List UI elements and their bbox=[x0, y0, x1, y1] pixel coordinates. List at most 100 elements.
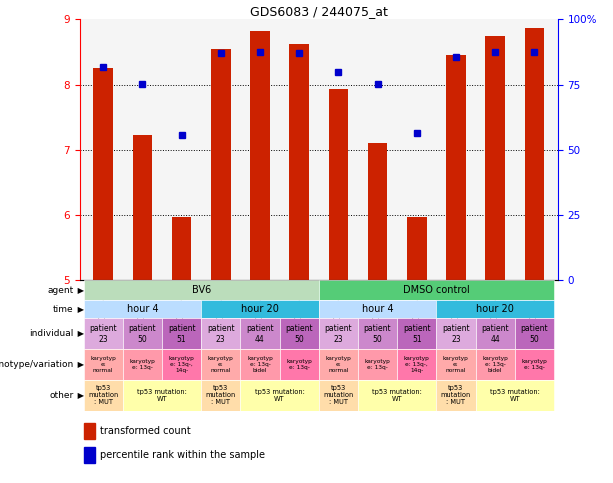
Text: genotype/variation: genotype/variation bbox=[0, 360, 74, 369]
Text: patient
23: patient 23 bbox=[324, 324, 352, 343]
Bar bbox=[240, 380, 319, 411]
Bar bbox=[83, 380, 123, 411]
Bar bbox=[319, 380, 358, 411]
Text: percentile rank within the sample: percentile rank within the sample bbox=[100, 450, 265, 460]
Text: ▶: ▶ bbox=[75, 391, 84, 400]
Bar bbox=[162, 318, 201, 349]
Text: hour 20: hour 20 bbox=[241, 304, 279, 314]
Text: ▶: ▶ bbox=[75, 360, 84, 369]
Bar bbox=[85, 423, 95, 440]
Bar bbox=[436, 349, 476, 380]
Text: tp53 mutation:
WT: tp53 mutation: WT bbox=[254, 389, 305, 402]
Text: karyotyp
e:
normal: karyotyp e: normal bbox=[208, 356, 234, 373]
Bar bbox=[476, 349, 515, 380]
Text: patient
51: patient 51 bbox=[403, 324, 430, 343]
Text: karyotyp
e: 13q-: karyotyp e: 13q- bbox=[129, 359, 155, 370]
Bar bbox=[289, 44, 309, 280]
Bar bbox=[83, 280, 319, 300]
Text: karyotyp
e: 13q-
bidel: karyotyp e: 13q- bidel bbox=[247, 356, 273, 373]
Text: agent: agent bbox=[47, 285, 74, 295]
Text: tp53 mutation:
WT: tp53 mutation: WT bbox=[372, 389, 422, 402]
Text: hour 4: hour 4 bbox=[126, 304, 158, 314]
Text: patient
51: patient 51 bbox=[168, 324, 196, 343]
Text: patient
50: patient 50 bbox=[364, 324, 391, 343]
Bar bbox=[201, 380, 240, 411]
Bar bbox=[280, 318, 319, 349]
Bar bbox=[83, 318, 123, 349]
Bar bbox=[172, 217, 191, 280]
Text: tp53 mutation:
WT: tp53 mutation: WT bbox=[137, 389, 187, 402]
Bar bbox=[211, 49, 230, 280]
Bar bbox=[123, 380, 201, 411]
Bar bbox=[132, 135, 152, 280]
Text: karyotyp
e: 13q-: karyotyp e: 13q- bbox=[365, 359, 390, 370]
Text: karyotyp
e:
normal: karyotyp e: normal bbox=[90, 356, 116, 373]
Text: individual: individual bbox=[29, 329, 74, 338]
Bar bbox=[162, 349, 201, 380]
Bar bbox=[515, 349, 554, 380]
Text: transformed count: transformed count bbox=[100, 426, 191, 436]
Bar bbox=[93, 68, 113, 280]
Text: tp53
mutation
: MUT: tp53 mutation : MUT bbox=[323, 385, 354, 405]
Text: time: time bbox=[53, 305, 74, 314]
Text: hour 20: hour 20 bbox=[476, 304, 514, 314]
Bar bbox=[436, 300, 554, 318]
Bar bbox=[397, 318, 436, 349]
Bar bbox=[123, 349, 162, 380]
Text: patient
23: patient 23 bbox=[89, 324, 117, 343]
Bar bbox=[485, 36, 505, 280]
Bar bbox=[368, 143, 387, 280]
Bar bbox=[329, 89, 348, 280]
Bar bbox=[319, 318, 358, 349]
Bar bbox=[201, 300, 319, 318]
Bar bbox=[358, 349, 397, 380]
Bar bbox=[201, 349, 240, 380]
Text: patient
50: patient 50 bbox=[286, 324, 313, 343]
Bar bbox=[250, 31, 270, 280]
Bar bbox=[83, 349, 123, 380]
Text: karyotyp
e: 13q-
bidel: karyotyp e: 13q- bidel bbox=[482, 356, 508, 373]
Text: patient
50: patient 50 bbox=[129, 324, 156, 343]
Bar bbox=[358, 318, 397, 349]
Bar bbox=[123, 318, 162, 349]
Bar bbox=[280, 349, 319, 380]
Text: karyotyp
e:
normal: karyotyp e: normal bbox=[326, 356, 351, 373]
Bar bbox=[319, 280, 554, 300]
Text: tp53
mutation
: MUT: tp53 mutation : MUT bbox=[441, 385, 471, 405]
Text: hour 4: hour 4 bbox=[362, 304, 394, 314]
Bar bbox=[397, 349, 436, 380]
Bar bbox=[358, 380, 436, 411]
Text: BV6: BV6 bbox=[191, 285, 211, 295]
Text: tp53
mutation
: MUT: tp53 mutation : MUT bbox=[88, 385, 118, 405]
Text: tp53
mutation
: MUT: tp53 mutation : MUT bbox=[205, 385, 236, 405]
Bar bbox=[85, 447, 95, 463]
Bar bbox=[319, 300, 436, 318]
Title: GDS6083 / 244075_at: GDS6083 / 244075_at bbox=[250, 5, 387, 18]
Text: patient
23: patient 23 bbox=[207, 324, 235, 343]
Text: ▶: ▶ bbox=[75, 329, 84, 338]
Bar bbox=[240, 318, 280, 349]
Bar bbox=[201, 318, 240, 349]
Text: karyotyp
e: 13q-,
14q-: karyotyp e: 13q-, 14q- bbox=[169, 356, 194, 373]
Text: patient
23: patient 23 bbox=[442, 324, 470, 343]
Text: karyotyp
e:
normal: karyotyp e: normal bbox=[443, 356, 469, 373]
Bar bbox=[446, 55, 466, 280]
Bar bbox=[319, 349, 358, 380]
Bar bbox=[515, 318, 554, 349]
Text: patient
44: patient 44 bbox=[246, 324, 274, 343]
Text: karyotyp
e: 13q-: karyotyp e: 13q- bbox=[522, 359, 547, 370]
Bar bbox=[436, 380, 476, 411]
Bar bbox=[240, 349, 280, 380]
Text: DMSO control: DMSO control bbox=[403, 285, 470, 295]
Text: patient
50: patient 50 bbox=[520, 324, 548, 343]
Bar bbox=[83, 300, 201, 318]
Text: ▶: ▶ bbox=[75, 285, 84, 295]
Text: karyotyp
e: 13q-,
14q-: karyotyp e: 13q-, 14q- bbox=[404, 356, 430, 373]
Bar bbox=[436, 318, 476, 349]
Bar bbox=[476, 380, 554, 411]
Bar bbox=[476, 318, 515, 349]
Text: ▶: ▶ bbox=[75, 305, 84, 314]
Text: tp53 mutation:
WT: tp53 mutation: WT bbox=[490, 389, 539, 402]
Text: karyotyp
e: 13q-: karyotyp e: 13q- bbox=[286, 359, 312, 370]
Bar bbox=[407, 217, 427, 280]
